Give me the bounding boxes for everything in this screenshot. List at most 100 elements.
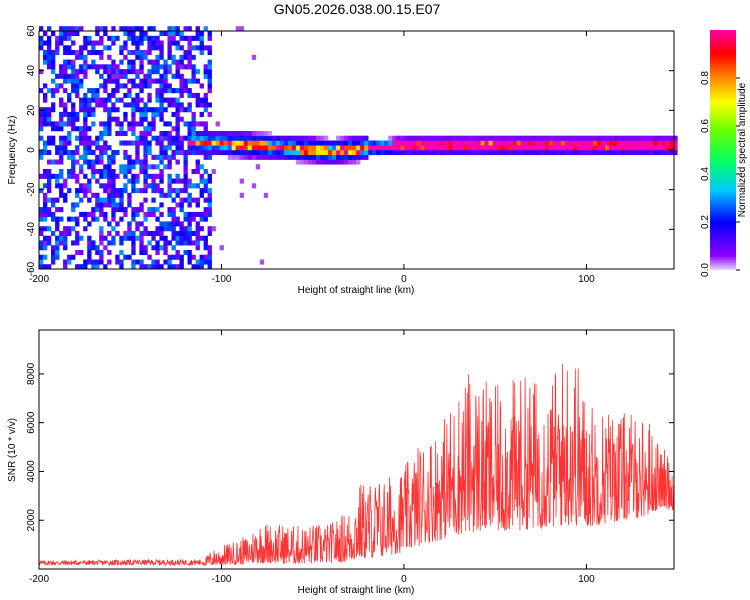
- heatmap-cell: [488, 145, 493, 151]
- heatmap-cell: [95, 197, 100, 203]
- heatmap-cell: [199, 31, 204, 37]
- heatmap-cell: [239, 150, 245, 156]
- heatmap-cell: [127, 50, 132, 56]
- heatmap-cell: [159, 111, 164, 117]
- colorbar-tick-label: 0.4: [700, 167, 711, 181]
- heatmap-cell: [295, 135, 301, 141]
- heatmap-cell: [79, 183, 84, 189]
- heatmap-cell: [63, 240, 68, 246]
- heatmap-cell: [171, 221, 176, 227]
- heatmap-cell: [312, 154, 317, 160]
- heatmap-cell: [87, 88, 92, 94]
- x-tick-label: 0: [401, 274, 407, 285]
- heatmap-cell: [83, 69, 88, 75]
- heatmap-cell: [119, 59, 124, 65]
- heatmap-cell: [183, 250, 188, 256]
- heatmap-cell: [271, 150, 277, 156]
- heatmap-cell: [303, 159, 309, 165]
- heatmap-cell: [127, 126, 132, 132]
- heatmap-cell: [79, 235, 84, 241]
- heatmap-cell: [83, 97, 88, 103]
- heatmap-cell: [103, 31, 108, 37]
- heatmap-cell: [155, 216, 160, 222]
- heatmap-cell: [43, 207, 48, 213]
- heatmap-cell: [187, 178, 192, 184]
- heatmap-cell: [167, 50, 172, 56]
- heatmap-cell: [255, 135, 261, 141]
- heatmap-cell: [344, 145, 349, 151]
- heatmap-cell: [259, 131, 265, 137]
- heatmap-cell: [175, 45, 180, 51]
- heatmap-cell: [633, 140, 638, 146]
- heatmap-cell: [183, 35, 188, 41]
- heatmap-cell: [71, 121, 76, 127]
- heatmap-cell: [324, 154, 329, 160]
- heatmap-cell: [283, 154, 289, 160]
- heatmap-cell: [135, 50, 140, 56]
- heatmap-cell: [131, 188, 136, 194]
- heatmap-cell: [139, 169, 144, 175]
- heatmap-cell: [51, 121, 56, 127]
- heatmap-cell: [143, 145, 148, 151]
- heatmap-cell: [123, 116, 128, 122]
- heatmap-cell: [544, 140, 550, 146]
- heatmap-cell: [320, 145, 325, 151]
- heatmap-cell: [320, 140, 325, 146]
- heatmap-cell: [87, 135, 92, 141]
- heatmap-cell: [380, 145, 385, 151]
- heatmap-cell: [83, 45, 88, 51]
- heatmap-cell: [75, 26, 80, 32]
- heatmap-cell: [71, 254, 76, 260]
- heatmap-cell: [239, 135, 245, 141]
- heatmap-cell: [119, 235, 124, 241]
- heatmap-cell: [123, 140, 128, 146]
- heatmap-cell: [127, 26, 132, 32]
- heatmap-cell: [316, 150, 321, 156]
- heatmap-cell: [131, 207, 136, 213]
- heatmap-cell: [131, 250, 136, 256]
- heatmap-cell: [63, 73, 68, 79]
- heatmap-cell: [87, 254, 92, 260]
- heatmap-cell: [47, 26, 52, 32]
- heatmap-cell: [267, 150, 273, 156]
- heatmap-cell: [127, 31, 132, 37]
- heatmap-cell: [99, 169, 104, 175]
- heatmap-cell: [195, 164, 200, 170]
- heatmap-cell: [87, 97, 92, 103]
- heatmap-cell: [47, 169, 52, 175]
- heatmap-cell: [372, 145, 377, 151]
- heatmap-cell: [47, 173, 52, 179]
- heatmap-cell: [163, 245, 168, 251]
- heatmap-cell: [516, 135, 522, 141]
- heatmap-cell: [103, 173, 108, 179]
- y-tick-label: -60: [26, 261, 37, 276]
- heatmap-cell: [47, 45, 52, 51]
- heatmap-cell: [576, 140, 582, 146]
- heatmap-cell: [263, 131, 269, 137]
- spectrogram-cells: [39, 26, 678, 270]
- heatmap-cell: [299, 150, 305, 156]
- heatmap-cell: [59, 126, 64, 132]
- heatmap-cell: [179, 197, 184, 203]
- heatmap-cell: [460, 135, 465, 141]
- heatmap-cell: [159, 245, 164, 251]
- heatmap-cell: [159, 150, 164, 156]
- heatmap-cell: [187, 230, 192, 236]
- heatmap-cell: [436, 140, 441, 146]
- heatmap-cell: [131, 116, 136, 122]
- heatmap-cell: [396, 145, 401, 151]
- heatmap-cell: [669, 140, 674, 146]
- heatmap-cell: [207, 59, 212, 65]
- heatmap-cell: [275, 150, 281, 156]
- heatmap-cell: [299, 154, 305, 160]
- heatmap-cell: [47, 226, 52, 232]
- heatmap-cell: [556, 145, 562, 151]
- heatmap-cell: [63, 50, 68, 56]
- heatmap-cell: [312, 135, 317, 141]
- heatmap-cell: [63, 45, 68, 51]
- heatmap-cell: [167, 164, 172, 170]
- heatmap-cell: [63, 121, 68, 127]
- heatmap-cell: [211, 145, 216, 151]
- heatmap-cell: [167, 221, 172, 227]
- heatmap-cell: [287, 135, 293, 141]
